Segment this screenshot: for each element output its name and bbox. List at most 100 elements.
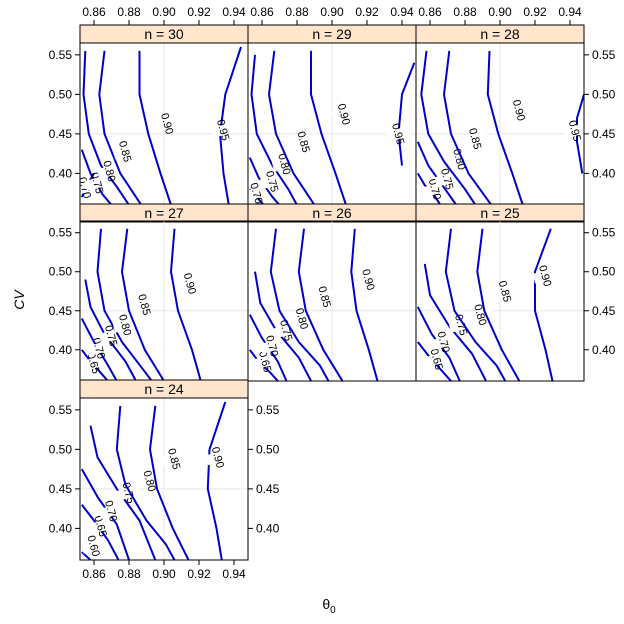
y-tick-label: 0.40 bbox=[592, 343, 616, 357]
y-tick-label: 0.50 bbox=[49, 87, 73, 101]
contour-line-0.80 bbox=[444, 228, 507, 381]
panel-3: n = 28 0.700.750.800.850.900.95 bbox=[415, 24, 585, 206]
y-tick-label: 0.55 bbox=[49, 403, 73, 417]
contour-label-bg bbox=[98, 503, 125, 519]
y-tick-label: 0.50 bbox=[49, 442, 73, 456]
contour-label-bg bbox=[248, 185, 270, 202]
contour-line-0.90 bbox=[206, 401, 227, 560]
x-tick-label: 0.86 bbox=[418, 5, 442, 19]
contour-label-bg bbox=[112, 316, 139, 333]
contour-label-0.75: 0.75 bbox=[438, 167, 455, 191]
contour-label-0.95: 0.95 bbox=[566, 119, 583, 143]
panel-strip-label: n = 26 bbox=[312, 205, 352, 221]
contour-line-0.80 bbox=[269, 228, 330, 381]
contour-line-0.80 bbox=[420, 50, 477, 205]
contour-label-bg bbox=[96, 163, 123, 179]
contour-label-bg bbox=[562, 122, 584, 139]
contour-label-0.90: 0.90 bbox=[536, 264, 553, 288]
contour-line-0.85 bbox=[149, 405, 190, 560]
contour-label-0.90: 0.90 bbox=[181, 272, 198, 296]
contour-line-0.75 bbox=[423, 263, 487, 381]
x-tick-label: 0.92 bbox=[523, 5, 547, 19]
contour-label-0.85: 0.85 bbox=[496, 280, 513, 304]
y-tick-label: 0.40 bbox=[592, 166, 616, 180]
panel-grid bbox=[80, 221, 248, 381]
x-tick-label: 0.94 bbox=[222, 5, 246, 19]
x-tick-label: 0.86 bbox=[82, 567, 106, 581]
contour-label-bg bbox=[462, 130, 489, 147]
panel-frame bbox=[415, 220, 585, 382]
contour-label-0.90: 0.90 bbox=[335, 102, 352, 126]
x-axis-ticks: 0.86 0.88 0.90 0.92 0.94 bbox=[250, 5, 414, 25]
contour-label-0.75: 0.75 bbox=[263, 170, 280, 194]
panel-strip-label: n = 28 bbox=[480, 26, 520, 42]
y-tick-label: 0.45 bbox=[49, 482, 73, 496]
x-tick-label: 0.90 bbox=[152, 567, 176, 581]
contour-label-0.65: 0.65 bbox=[84, 351, 101, 375]
contour-line-0.95 bbox=[397, 62, 416, 166]
x-tick-label: 0.92 bbox=[187, 5, 211, 19]
y-tick-label: 0.55 bbox=[256, 403, 280, 417]
x-axis-label-main: θ bbox=[322, 596, 330, 612]
panel-grid bbox=[248, 221, 416, 381]
y-tick-label: 0.40 bbox=[49, 166, 73, 180]
panel-4: n = 27 0.650.700.750.800.850.90 bbox=[79, 203, 249, 382]
contour-label-bg bbox=[86, 340, 113, 357]
contour-label-0.60: 0.60 bbox=[84, 534, 101, 558]
y-tick-label: 0.45 bbox=[49, 304, 73, 318]
contour-line-0.75 bbox=[416, 141, 458, 205]
axes-layer: 0.86 0.88 0.90 0.92 0.94 0.86 0.88 0.90 0.92 0.94… bbox=[49, 5, 616, 581]
contour-label-bg bbox=[331, 106, 358, 123]
contour-label-0.80: 0.80 bbox=[450, 148, 467, 172]
contour-label-bg bbox=[81, 537, 107, 554]
y-axis-ticks: 0.40 0.45 0.50 0.55 bbox=[49, 403, 80, 535]
contour-label-bg bbox=[273, 322, 300, 339]
y-axis-label: CV bbox=[11, 289, 27, 310]
panel-contours: 0.650.700.750.800.850.90 bbox=[80, 228, 204, 381]
contour-line-0.85 bbox=[121, 228, 165, 381]
contour-label-0.85: 0.85 bbox=[466, 127, 483, 151]
panel-6: n = 250.650.700.75 0.800.850.90 bbox=[415, 203, 585, 382]
contour-label-bg bbox=[385, 125, 412, 142]
contour-label-bg bbox=[161, 450, 188, 467]
contour-label-bg bbox=[177, 275, 204, 292]
panel-contours: 0.700.750.800.850.900.95 bbox=[248, 50, 416, 205]
contour-label-bg bbox=[137, 473, 163, 489]
panel-strip-label: n = 27 bbox=[144, 205, 184, 221]
y-tick-label: 0.50 bbox=[592, 265, 616, 279]
panel-5: n = 26 0.650.700.750.80 0.85 0.90 bbox=[247, 203, 417, 382]
contour-label-bg bbox=[210, 121, 237, 138]
contour-label-bg bbox=[532, 267, 559, 284]
y-axis-ticks: 0.40 0.45 0.50 0.55 bbox=[248, 403, 280, 535]
x-tick-label: 0.90 bbox=[320, 5, 344, 19]
panel-strip-label: n = 29 bbox=[312, 26, 352, 42]
contour-line-0.85 bbox=[98, 50, 143, 205]
panel-strip-label: n = 25 bbox=[480, 205, 520, 221]
x-axis-ticks: 0.86 0.88 0.90 0.92 0.94 bbox=[82, 5, 246, 25]
y-tick-label: 0.40 bbox=[256, 521, 280, 535]
x-tick-label: 0.88 bbox=[117, 5, 141, 19]
contour-line-0.90 bbox=[310, 50, 347, 205]
y-tick-label: 0.45 bbox=[49, 127, 73, 141]
y-axis-ticks: 0.40 0.45 0.50 0.55 bbox=[49, 48, 80, 180]
contour-line-0.80 bbox=[115, 405, 176, 560]
panel-strip-label: n = 30 bbox=[144, 26, 184, 42]
y-axis-ticks: 0.40 0.45 0.50 0.55 bbox=[584, 48, 616, 180]
contour-line-0.65 bbox=[248, 349, 279, 381]
y-tick-label: 0.40 bbox=[49, 521, 73, 535]
panel-contours: 0.700.750.800.850.900.95 bbox=[416, 50, 584, 205]
contour-label-bg bbox=[424, 351, 450, 368]
panel-grid bbox=[416, 221, 584, 381]
panel-strip-label: n = 24 bbox=[144, 381, 184, 397]
y-tick-label: 0.50 bbox=[256, 442, 280, 456]
contour-label-bg bbox=[259, 173, 286, 190]
x-axis-ticks: 0.86 0.88 0.90 0.92 0.94 bbox=[418, 5, 582, 25]
contour-label-bg bbox=[252, 353, 279, 370]
y-tick-label: 0.50 bbox=[49, 265, 73, 279]
x-tick-label: 0.92 bbox=[355, 5, 379, 19]
y-tick-label: 0.50 bbox=[592, 87, 616, 101]
contour-label-0.80: 0.80 bbox=[140, 469, 157, 493]
contour-label-0.65: 0.65 bbox=[91, 514, 108, 538]
